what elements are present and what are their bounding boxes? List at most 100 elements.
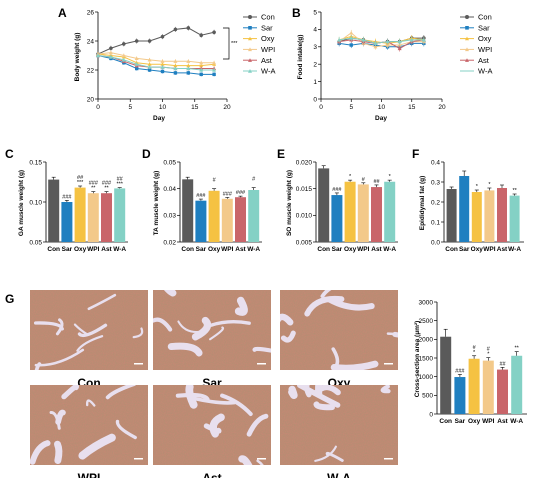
significance-hash: # — [487, 347, 491, 353]
data-point — [361, 37, 366, 42]
legend-marker — [248, 47, 252, 52]
category-label: W-A — [247, 246, 260, 253]
series-line-con — [97, 27, 215, 55]
data-point — [397, 43, 402, 47]
body-weight-chart: Body weight (g) Day *** 20 22 24 26 0 5 10 15 20 — [74, 9, 238, 122]
data-point — [186, 59, 191, 63]
x-tick-label: 15 — [408, 104, 416, 111]
data-point — [349, 30, 354, 35]
y-tick-label: 1000 — [419, 374, 434, 381]
category-label: Con — [445, 246, 458, 253]
chart-g-ylabel: Cross-section area (μm²) — [414, 321, 421, 398]
data-point — [199, 63, 204, 68]
fascia-gap — [132, 327, 144, 339]
data-point — [134, 56, 139, 60]
legend-label-oxy: Oxy — [261, 34, 275, 43]
category-label: Oxy — [74, 246, 87, 253]
data-point — [373, 44, 378, 49]
x-tick-label: 0 — [96, 104, 100, 111]
data-point — [134, 39, 139, 43]
chart-b-xlabel: Day — [375, 115, 387, 122]
data-point — [147, 65, 152, 69]
data-point — [373, 41, 378, 45]
y-tick-label: 0.4 — [431, 159, 440, 166]
data-point — [199, 72, 203, 77]
bar-ast — [497, 369, 508, 414]
histology-texture — [30, 290, 148, 370]
fascia-gap — [175, 392, 210, 402]
data-point — [173, 71, 178, 75]
data-point — [186, 63, 191, 68]
data-point — [160, 34, 165, 39]
fascia-gap — [256, 459, 267, 465]
bar-con — [318, 168, 330, 242]
data-point — [122, 42, 126, 46]
y-tick-label: 0.015 — [296, 186, 313, 193]
fascia-gap — [167, 342, 203, 357]
x-tick-label: 0 — [319, 104, 323, 111]
y-tick-label: 0.05 — [163, 159, 176, 166]
fascia-gap — [304, 295, 345, 317]
legend-marker — [465, 47, 469, 52]
bar-ast — [101, 193, 112, 242]
data-point — [186, 26, 191, 30]
y-tick-label: 0.10 — [29, 199, 42, 206]
bar-sar — [454, 377, 466, 414]
data-point — [160, 59, 165, 63]
bar-con — [446, 189, 457, 242]
significance-bracket — [223, 27, 230, 60]
fascia-gap — [61, 383, 80, 400]
category-label: W-A — [113, 246, 126, 253]
chart-d-ylabel: TA muscle weight (g) — [153, 171, 160, 236]
y-tick-label: 0.04 — [163, 186, 176, 193]
legend-label-oxy: Oxy — [478, 34, 492, 43]
significance-star: ** — [104, 186, 109, 192]
fascia-gap — [280, 330, 296, 343]
bar-ast — [497, 188, 507, 242]
category-label: Oxy — [344, 246, 357, 253]
significance-hash: ## — [77, 175, 84, 181]
y-tick-label: 3 — [313, 44, 317, 51]
category-label: Ast — [497, 246, 508, 253]
data-point — [135, 66, 139, 71]
cross-section-area-chart: Cross-section area (μm²) 0 500 1000 1500 200… — [414, 299, 527, 425]
legend-label-ast: Ast — [261, 56, 273, 65]
y-tick-label: 0 — [429, 411, 433, 418]
category-label: Con — [47, 246, 60, 253]
significance-star: ## — [373, 179, 380, 185]
significance-star: ** — [91, 186, 96, 192]
scale-bar — [384, 363, 393, 365]
category-label: Ast — [101, 246, 112, 253]
data-point — [134, 62, 139, 66]
fascia-gap — [115, 419, 137, 440]
y-tick-label: 22 — [87, 67, 95, 74]
legend-label-con: Con — [261, 13, 275, 22]
category-label: W-A — [508, 246, 521, 253]
fascia-gap — [246, 413, 269, 437]
series-line-wpi — [97, 52, 215, 64]
significance-hash: # — [252, 177, 256, 183]
series-line-w-a — [97, 55, 215, 71]
bar-oxy — [471, 192, 482, 242]
scale-bar — [384, 458, 393, 460]
histology-label-ast: Ast — [202, 471, 221, 478]
category-label: Sar — [62, 246, 73, 253]
bar-w-a — [511, 355, 523, 414]
data-point — [147, 62, 152, 66]
chart-a-ylabel: Body weight (g) — [74, 33, 81, 82]
data-point — [212, 72, 216, 77]
category-label: Con — [317, 246, 330, 253]
data-point — [385, 39, 390, 44]
histology-texture — [280, 385, 398, 465]
y-tick-label: 2500 — [419, 318, 434, 325]
chart-a-annotation: *** — [231, 41, 238, 47]
data-point — [108, 54, 113, 59]
y-tick-label: 0.020 — [296, 159, 313, 166]
significance-star: * — [473, 350, 476, 356]
data-point — [397, 46, 402, 51]
significance-star: ### — [223, 191, 233, 197]
fascia-gap — [209, 319, 251, 327]
fascia-gap — [33, 321, 64, 331]
series-line-oxy — [97, 53, 215, 67]
